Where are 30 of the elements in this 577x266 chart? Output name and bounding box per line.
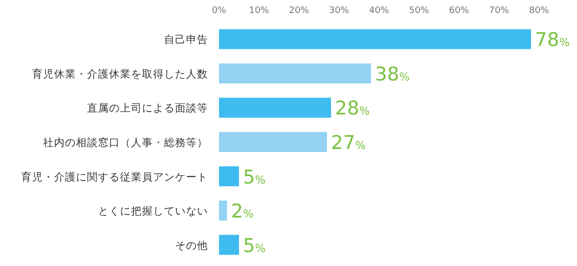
bar xyxy=(219,200,227,221)
x-tick-label: 20% xyxy=(288,6,310,16)
data-label: 5% xyxy=(243,234,266,257)
bar xyxy=(219,98,331,118)
y-tick-label: 社内の相談窓口（人事・総務等） xyxy=(43,136,208,149)
bar xyxy=(219,29,531,50)
data-label: 78% xyxy=(535,29,570,52)
x-tick-label: 30% xyxy=(328,6,350,16)
data-label: 28% xyxy=(335,98,370,120)
y-tick-label: 育児休業・介護休業を取得した人数 xyxy=(32,67,208,80)
bar xyxy=(219,234,239,255)
bar xyxy=(219,132,327,152)
bar xyxy=(219,166,239,186)
y-tick-label: とくに把握していない xyxy=(98,206,208,218)
x-tick-label: 60% xyxy=(448,6,470,16)
x-tick-label: 10% xyxy=(248,6,270,16)
bar xyxy=(219,63,371,84)
y-tick-label: 自己申告 xyxy=(164,33,208,46)
x-tick-label: 70% xyxy=(488,6,510,16)
x-tick-label: 80% xyxy=(528,6,550,16)
y-tick-label: 直属の上司による面談等 xyxy=(87,102,208,115)
data-label: 27% xyxy=(331,132,366,154)
x-tick-label: 0% xyxy=(212,6,227,16)
y-tick-label: 育児・介護に関する従業員アンケート xyxy=(21,170,208,184)
x-tick-label: 50% xyxy=(408,6,430,16)
data-label: 38% xyxy=(375,63,410,86)
x-tick-label: 40% xyxy=(368,6,390,16)
y-tick-label: その他 xyxy=(175,240,208,252)
data-label: 5% xyxy=(243,166,266,188)
data-label: 2% xyxy=(231,200,254,223)
